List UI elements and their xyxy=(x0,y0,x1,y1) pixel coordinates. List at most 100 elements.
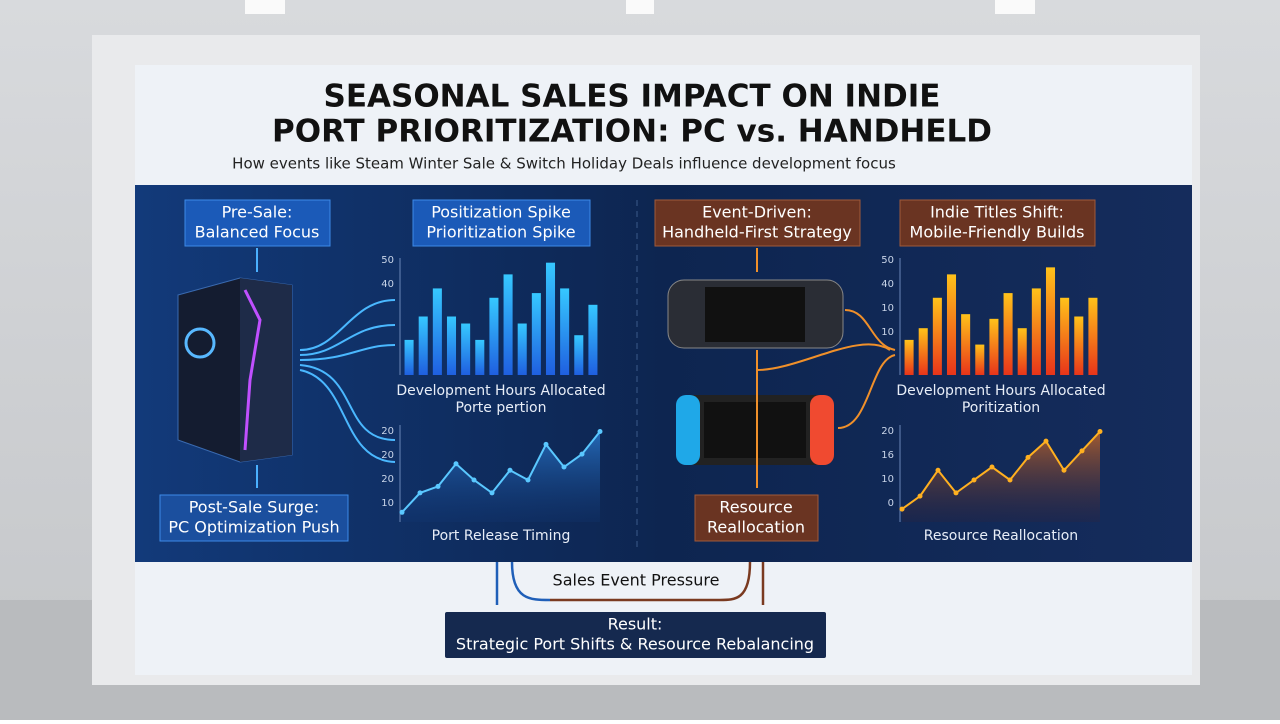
bar xyxy=(989,318,999,375)
y-tick-label: 20 xyxy=(381,474,394,485)
y-tick-label: 40 xyxy=(881,279,894,290)
bar xyxy=(446,316,457,375)
label: Post-Sale Surge: xyxy=(189,498,320,517)
point xyxy=(1043,438,1049,444)
label: Balanced Focus xyxy=(195,223,320,242)
point xyxy=(417,490,423,496)
y-tick-label: 20 xyxy=(381,450,394,461)
bar xyxy=(404,339,414,375)
label: PC Optimization Push xyxy=(168,518,339,537)
bar xyxy=(418,316,428,375)
ceiling-light xyxy=(995,0,1035,14)
label-box xyxy=(159,494,349,542)
y-tick-label: 10 xyxy=(381,498,394,509)
caption: Poritization xyxy=(962,400,1040,416)
point xyxy=(899,506,905,512)
label: Reallocation xyxy=(707,518,805,537)
line xyxy=(901,430,1101,510)
bar xyxy=(918,328,928,375)
title-line: PORT PRIORITIZATION: PC vs. HANDHELD xyxy=(272,114,992,150)
bar xyxy=(975,344,985,375)
bar xyxy=(545,262,556,375)
label: Event-Driven: xyxy=(702,203,812,222)
point xyxy=(1007,477,1013,483)
bar xyxy=(946,274,957,375)
y-tick-label: 16 xyxy=(881,450,894,461)
ceiling-light xyxy=(245,0,285,14)
bar xyxy=(1060,297,1070,375)
result-box xyxy=(445,612,826,658)
point xyxy=(399,509,405,515)
label: Pre-Sale: xyxy=(222,203,293,222)
result-text: Strategic Port Shifts & Resource Rebalan… xyxy=(456,635,814,654)
y-tick-label: 10 xyxy=(881,303,894,314)
label-box xyxy=(412,199,591,247)
caption: Development Hours Allocated xyxy=(396,383,605,399)
bar xyxy=(1074,316,1084,375)
flow-arrows xyxy=(495,561,765,605)
point xyxy=(989,464,995,470)
point xyxy=(1097,428,1103,434)
area xyxy=(402,431,600,522)
bar xyxy=(932,297,942,375)
flow-arrows xyxy=(756,248,896,488)
bar xyxy=(1003,293,1013,375)
point xyxy=(471,477,477,483)
label-box xyxy=(899,199,1096,247)
bar xyxy=(503,274,513,375)
point xyxy=(1079,448,1085,454)
point xyxy=(543,441,549,447)
point xyxy=(435,483,441,489)
bar xyxy=(1045,267,1056,375)
point xyxy=(1061,467,1067,473)
label-box xyxy=(184,199,331,247)
bar xyxy=(574,335,584,375)
y-tick-label: 50 xyxy=(881,255,894,266)
bar xyxy=(1088,297,1098,375)
point xyxy=(917,493,923,499)
bar xyxy=(1031,288,1041,375)
y-tick-label: 10 xyxy=(881,474,894,485)
point xyxy=(507,467,513,473)
label: Positization Spike xyxy=(431,203,571,222)
point xyxy=(971,477,977,483)
title-line: SEASONAL SALES IMPACT ON INDIE xyxy=(324,79,941,115)
point xyxy=(561,464,567,470)
flow-arrows xyxy=(299,299,396,463)
point xyxy=(1025,454,1031,460)
label-box xyxy=(694,494,819,542)
area xyxy=(902,431,1100,522)
caption: Port Release Timing xyxy=(432,528,571,544)
line xyxy=(401,430,601,513)
point xyxy=(579,451,585,457)
caption: Resource Reallocation xyxy=(924,528,1078,544)
pressure-label: Sales Event Pressure xyxy=(553,571,720,590)
bar xyxy=(904,339,914,375)
point xyxy=(489,490,495,496)
subtitle: How events like Steam Winter Sale & Swit… xyxy=(232,155,896,173)
bar xyxy=(1017,328,1027,375)
bar xyxy=(461,323,471,375)
bar xyxy=(489,297,499,375)
y-tick-label: 20 xyxy=(381,426,394,437)
label: Prioritization Spike xyxy=(426,223,575,242)
bar xyxy=(432,288,442,375)
label: Indie Titles Shift: xyxy=(930,203,1064,222)
bar xyxy=(475,339,485,375)
bar xyxy=(531,293,541,375)
label: Handheld-First Strategy xyxy=(662,223,852,242)
bar xyxy=(560,288,570,375)
label: Mobile-Friendly Builds xyxy=(910,223,1085,242)
point xyxy=(525,477,531,483)
point xyxy=(597,428,603,434)
bar xyxy=(961,314,971,375)
point xyxy=(453,461,459,467)
label-box xyxy=(654,199,861,247)
point xyxy=(935,467,941,473)
handheld-icon xyxy=(667,279,844,465)
bar xyxy=(517,323,527,375)
ceiling-light xyxy=(626,0,654,14)
y-tick-label: 20 xyxy=(881,426,894,437)
caption: Development Hours Allocated xyxy=(896,383,1105,399)
